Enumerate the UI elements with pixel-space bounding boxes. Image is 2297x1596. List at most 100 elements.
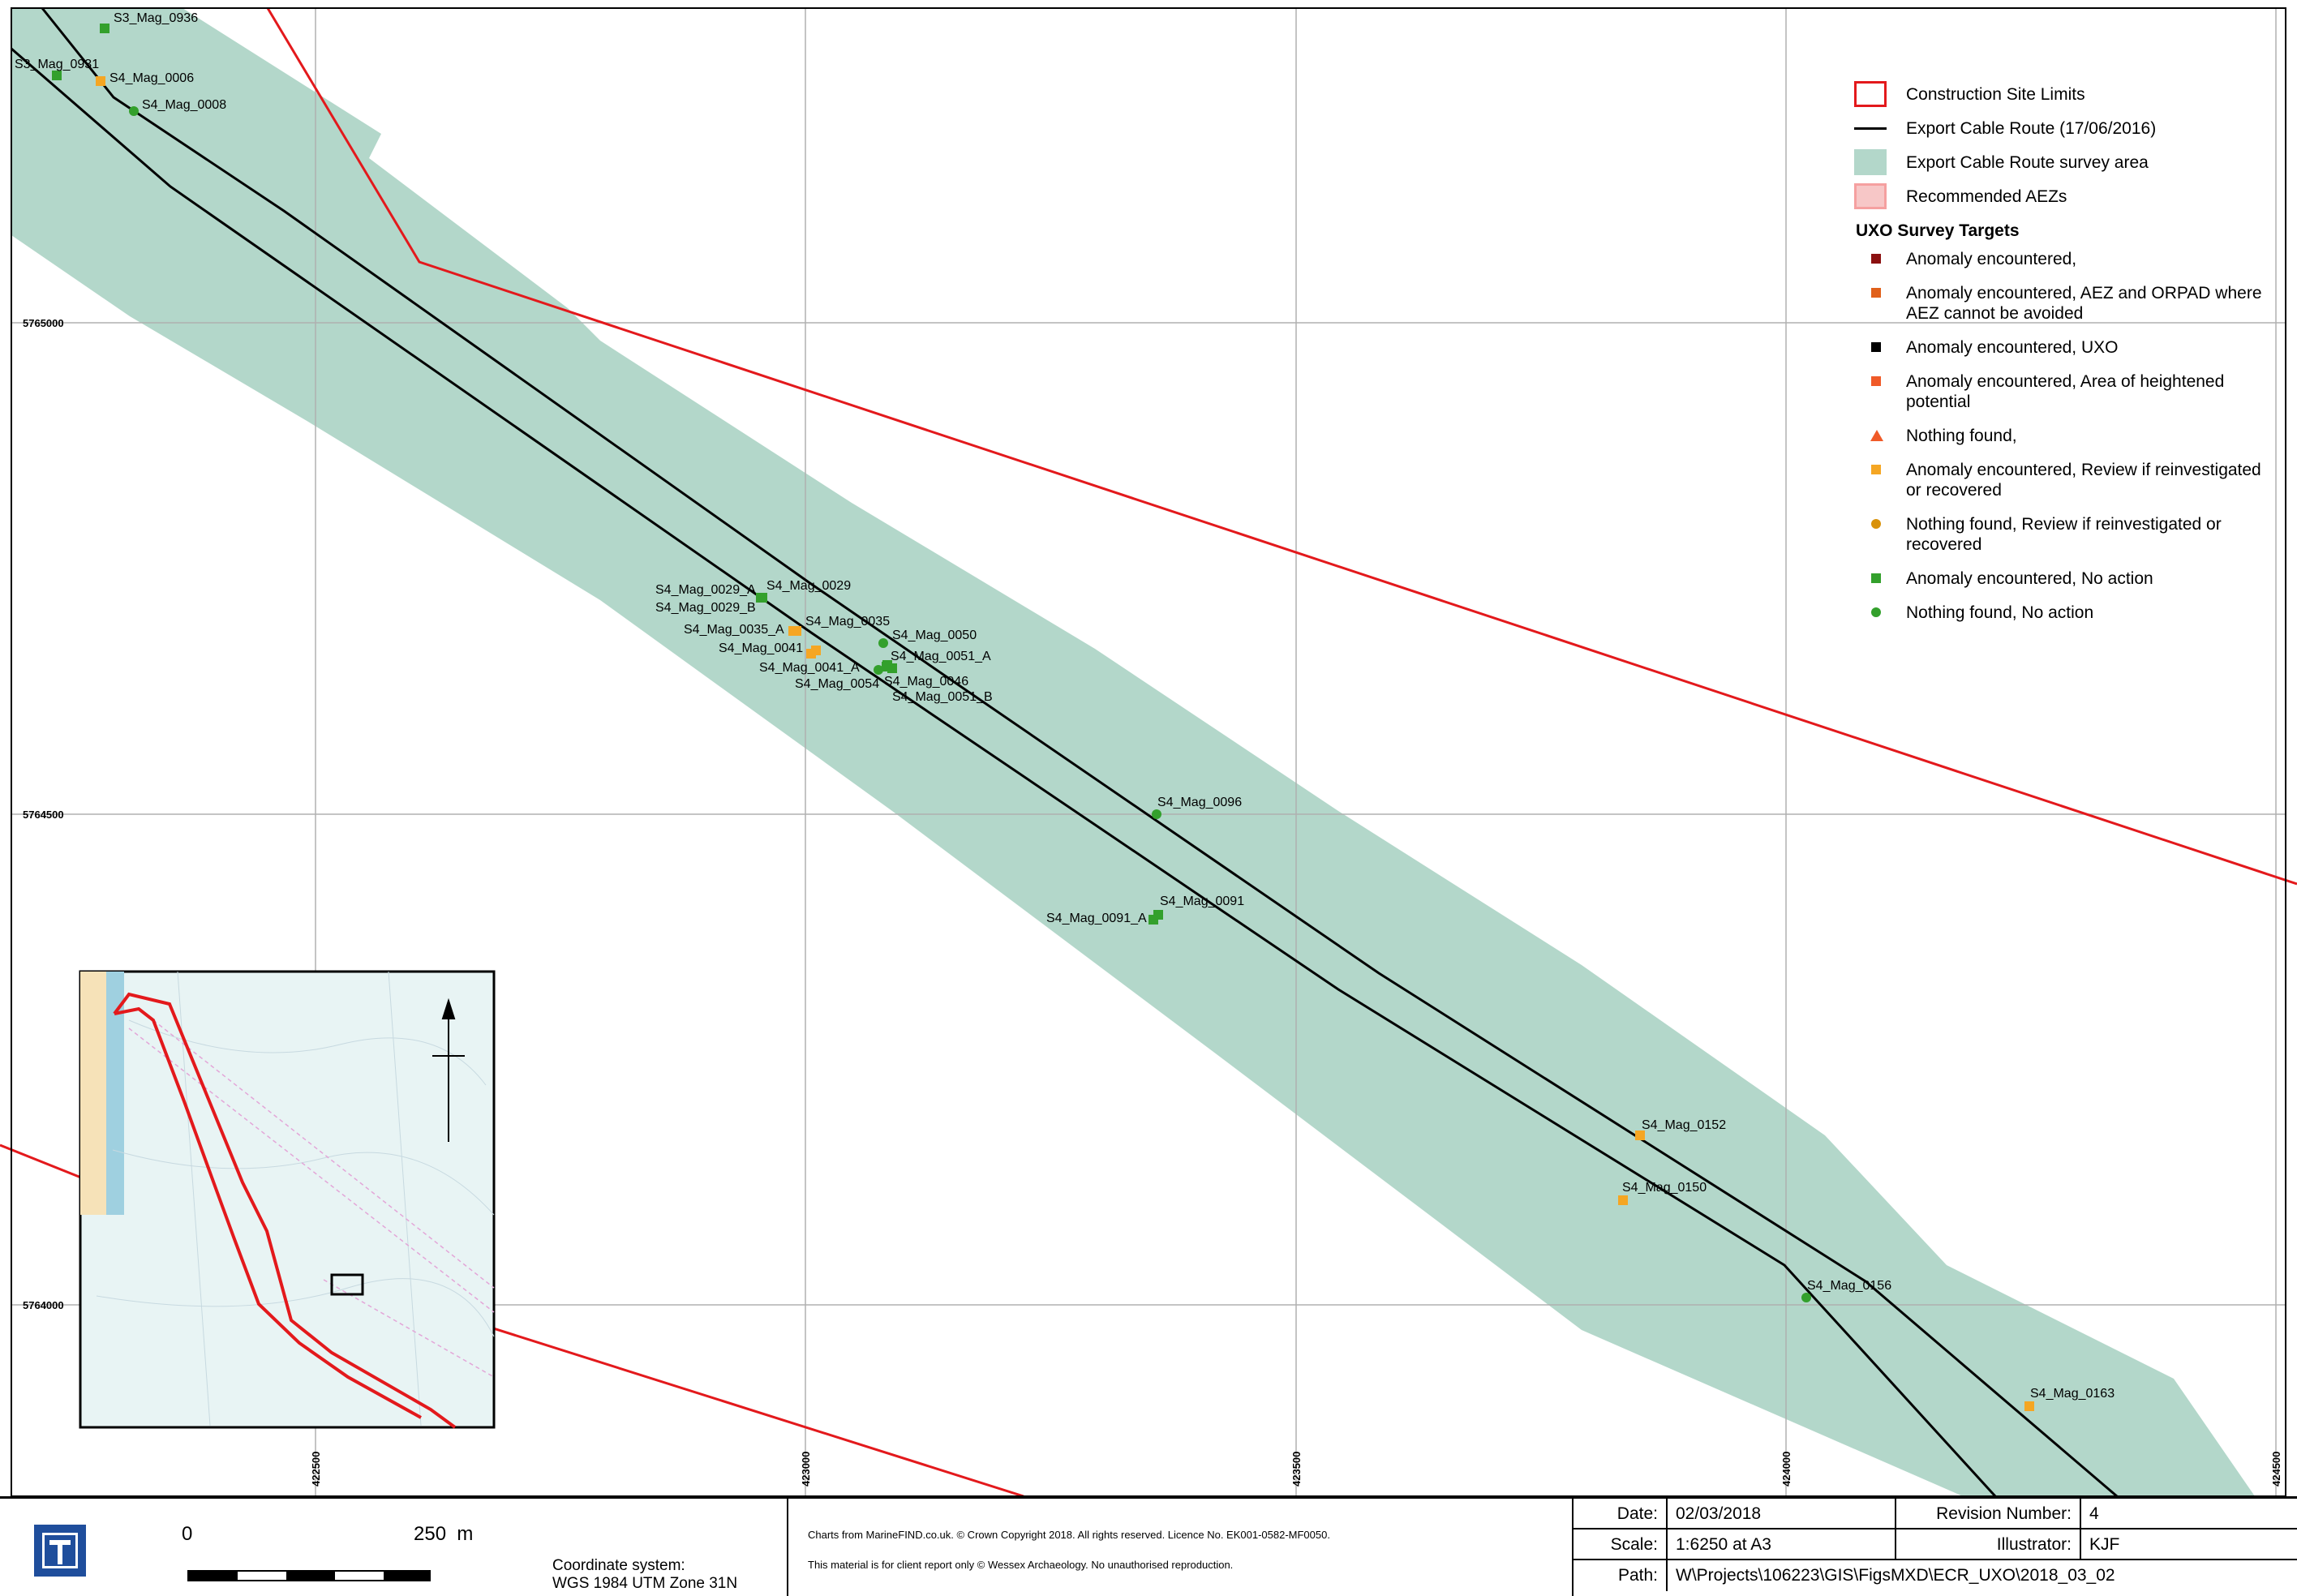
revision-value: 4 <box>2081 1499 2297 1530</box>
target-marker[interactable] <box>2024 1401 2034 1411</box>
legend-item: Construction Site Limits <box>1853 84 2274 105</box>
target-marker[interactable] <box>811 646 821 655</box>
target-label: S4_Mag_0091_A <box>1046 912 1147 925</box>
legend-heading: UXO Survey Targets <box>1853 221 2274 241</box>
legend-label: Recommended AEZs <box>1853 187 2274 207</box>
target-marker[interactable] <box>129 106 139 116</box>
copyright-text: Charts from MarineFIND.co.uk. © Crown Co… <box>808 1529 1330 1541</box>
target-marker[interactable] <box>96 76 105 86</box>
grid-easting-label: 422500 <box>310 1452 322 1487</box>
survey-area-swatch-icon <box>1854 149 1887 175</box>
cable-route-line-icon <box>1854 127 1887 130</box>
target-marker[interactable] <box>878 638 888 648</box>
target-marker[interactable] <box>756 593 766 603</box>
date-value: 02/03/2018 <box>1668 1499 1896 1530</box>
target-label: S4_Mag_0046 <box>884 675 968 689</box>
square-marker-icon <box>1871 376 1881 386</box>
grid-easting-label: 423500 <box>1290 1452 1303 1487</box>
legend-label: Nothing found, No action <box>1853 603 2274 623</box>
path-label: Path: <box>1574 1560 1668 1591</box>
grid-easting-label: 423000 <box>800 1452 812 1487</box>
legend-label: Export Cable Route survey area <box>1853 152 2274 173</box>
coord-label: Coordinate system: <box>552 1557 737 1575</box>
grid-northing-label: 5764500 <box>23 809 64 821</box>
legend-item: Anomaly encountered, <box>1853 249 2274 269</box>
target-label: S4_Mag_0029_A <box>655 583 756 597</box>
legend-item: Anomaly encountered, Area of heightened … <box>1853 371 2274 412</box>
illustrator-value: KJF <box>2081 1530 2297 1560</box>
legend-item: Anomaly encountered, UXO <box>1853 337 2274 358</box>
target-label: S4_Mag_0163 <box>2030 1387 2115 1401</box>
title-block: 0 250 m Coordinate system: WGS 1984 UTM … <box>0 1496 2297 1596</box>
target-label: S4_Mag_0035 <box>805 615 890 629</box>
legend-label: Nothing found, <box>1853 426 2274 446</box>
legend-label: Anomaly encountered, Review if reinvesti… <box>1853 460 2274 500</box>
wessex-logo-icon <box>34 1525 86 1577</box>
square-marker-icon <box>1871 342 1881 352</box>
coord-value: WGS 1984 UTM Zone 31N <box>552 1575 737 1593</box>
construction-limit-swatch-icon <box>1854 81 1887 107</box>
path-value: W\Projects\106223\GIS\FigsMXD\ECR_UXO\20… <box>1668 1560 2297 1591</box>
grid-easting-label: 424000 <box>1780 1452 1793 1487</box>
scale-bar: 0 250 m <box>185 1499 436 1596</box>
target-label: S3_Mag_0936 <box>114 11 198 25</box>
square-marker-icon <box>1871 573 1881 583</box>
grid-easting-label: 424500 <box>2270 1452 2282 1487</box>
target-label: S4_Mag_0152 <box>1642 1118 1726 1132</box>
target-label: S4_Mag_0029_B <box>655 601 756 615</box>
grid-northing-label: 5764000 <box>23 1299 64 1311</box>
scale-end-label: 250 m <box>414 1523 473 1546</box>
target-marker[interactable] <box>52 71 62 80</box>
target-marker[interactable] <box>882 660 892 670</box>
scale-zero-label: 0 <box>182 1523 192 1546</box>
revision-label: Revision Number: <box>1896 1499 2081 1530</box>
legend-item: Export Cable Route (17/06/2016) <box>1853 118 2274 139</box>
target-label: S4_Mag_0008 <box>142 98 226 112</box>
square-marker-icon <box>1871 465 1881 474</box>
target-marker[interactable] <box>1152 809 1161 819</box>
target-marker[interactable] <box>100 24 109 33</box>
target-label: S4_Mag_0156 <box>1807 1279 1891 1293</box>
coordinate-system: Coordinate system: WGS 1984 UTM Zone 31N <box>552 1557 737 1593</box>
info-table: Date: 02/03/2018 Revision Number: 4 Scal… <box>1572 1499 2297 1596</box>
legend-item: Export Cable Route survey area <box>1853 152 2274 173</box>
legend-item: Anomaly encountered, Review if reinvesti… <box>1853 460 2274 500</box>
legend-label: Anomaly encountered, No action <box>1853 568 2274 589</box>
target-marker[interactable] <box>788 626 798 636</box>
target-label: S3_Mag_0931 <box>15 58 99 71</box>
target-label: S4_Mag_0051_B <box>892 690 993 704</box>
aez-swatch-icon <box>1854 183 1887 209</box>
legend-item: Nothing found, Review if reinvestigated … <box>1853 514 2274 555</box>
target-label: S4_Mag_0050 <box>892 629 977 642</box>
scale-label: Scale: <box>1574 1530 1668 1560</box>
legend-item: Nothing found, No action <box>1853 603 2274 623</box>
target-marker[interactable] <box>1618 1195 1628 1205</box>
target-marker[interactable] <box>1801 1293 1811 1302</box>
triangle-marker-icon <box>1870 430 1883 441</box>
inset-map[interactable] <box>80 972 494 1427</box>
target-label: S4_Mag_0051_A <box>891 650 991 663</box>
target-marker[interactable] <box>1148 915 1158 925</box>
date-label: Date: <box>1574 1499 1668 1530</box>
square-marker-icon <box>1871 288 1881 298</box>
legend-label: Anomaly encountered, Area of heightened … <box>1853 371 2274 412</box>
target-label: S4_Mag_0035_A <box>684 623 784 637</box>
legend-label: Construction Site Limits <box>1853 84 2274 105</box>
legend-label: Export Cable Route (17/06/2016) <box>1853 118 2274 139</box>
target-label: S4_Mag_0096 <box>1157 796 1242 809</box>
usage-text: This material is for client report only … <box>808 1559 1233 1571</box>
target-label: S4_Mag_0041_A <box>759 661 860 675</box>
legend-item: Anomaly encountered, AEZ and ORPAD where… <box>1853 283 2274 324</box>
square-marker-icon <box>1871 254 1881 264</box>
legend-label: Anomaly encountered, <box>1853 249 2274 269</box>
legend-item: Recommended AEZs <box>1853 187 2274 207</box>
scale-value: 1:6250 at A3 <box>1668 1530 1896 1560</box>
circle-marker-icon <box>1871 519 1881 529</box>
scale-bar-graphic <box>187 1570 431 1581</box>
target-label: S4_Mag_0054 <box>795 677 879 691</box>
target-label: S4_Mag_0006 <box>109 71 194 85</box>
legend-label: Anomaly encountered, UXO <box>1853 337 2274 358</box>
copyright-panel: Charts from MarineFIND.co.uk. © Crown Co… <box>787 1499 1574 1596</box>
illustrator-label: Illustrator: <box>1896 1530 2081 1560</box>
target-label: S4_Mag_0029 <box>766 579 851 593</box>
